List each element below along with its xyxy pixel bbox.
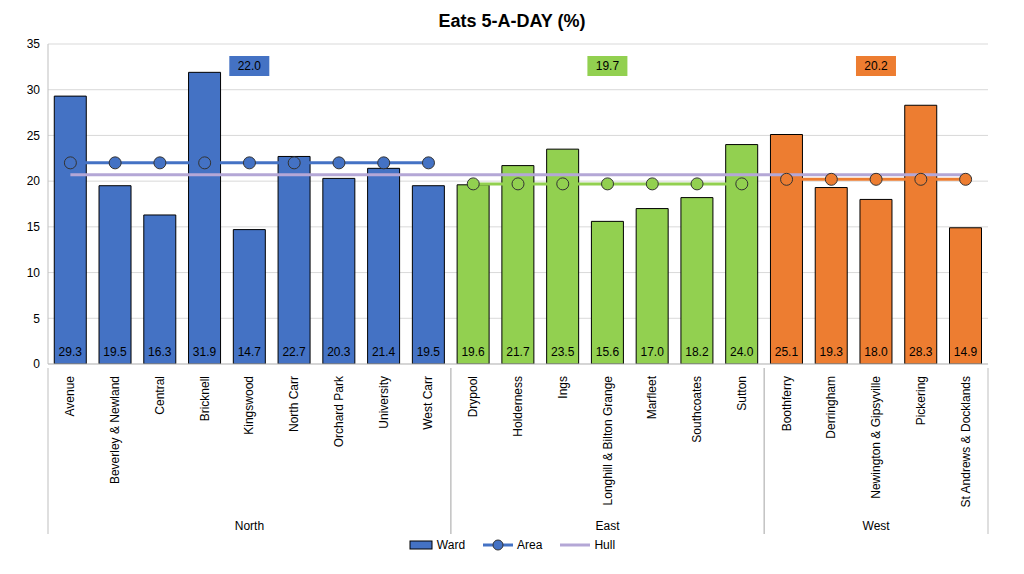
svg-text:30: 30 (27, 83, 41, 97)
svg-text:31.9: 31.9 (193, 345, 217, 359)
svg-text:35: 35 (27, 37, 41, 51)
svg-text:19.6: 19.6 (461, 345, 485, 359)
svg-text:Bricknell: Bricknell (198, 376, 212, 421)
svg-text:University: University (377, 376, 391, 429)
svg-text:25.1: 25.1 (775, 345, 799, 359)
svg-text:Longhill & Bilton Grange: Longhill & Bilton Grange (601, 376, 615, 506)
svg-text:Derringham: Derringham (824, 376, 838, 439)
svg-text:23.5: 23.5 (551, 345, 575, 359)
svg-text:Orchard Park: Orchard Park (332, 375, 346, 447)
svg-text:Sutton: Sutton (735, 376, 749, 411)
svg-text:West Carr: West Carr (421, 376, 435, 430)
svg-text:Beverley & Newland: Beverley & Newland (108, 376, 122, 484)
svg-text:21.4: 21.4 (372, 345, 396, 359)
svg-text:10: 10 (27, 266, 41, 280)
svg-text:West: West (863, 519, 891, 533)
svg-text:Central: Central (153, 376, 167, 415)
svg-text:15: 15 (27, 220, 41, 234)
svg-text:19.3: 19.3 (820, 345, 844, 359)
svg-text:14.9: 14.9 (954, 345, 978, 359)
svg-text:25: 25 (27, 129, 41, 143)
svg-text:Pickering: Pickering (914, 376, 928, 425)
svg-text:22.0: 22.0 (238, 59, 262, 73)
svg-text:Ings: Ings (556, 376, 570, 399)
svg-text:19.5: 19.5 (103, 345, 127, 359)
html-text:Area: Area (517, 538, 543, 552)
html-text:Eats 5-A-DAY (%): Eats 5-A-DAY (%) (438, 11, 586, 31)
svg-text:East: East (596, 519, 621, 533)
svg-text:North: North (235, 519, 264, 533)
svg-text:0: 0 (33, 357, 40, 371)
svg-text:16.3: 16.3 (148, 345, 172, 359)
html-text:Hull: Hull (594, 538, 616, 552)
svg-text:28.3: 28.3 (909, 345, 933, 359)
svg-text:14.7: 14.7 (238, 345, 262, 359)
svg-text:St Andrews & Docklands: St Andrews & Docklands (959, 376, 973, 507)
svg-text:Holderness: Holderness (511, 376, 525, 437)
svg-text:20.3: 20.3 (327, 345, 351, 359)
svg-text:5: 5 (33, 312, 40, 326)
svg-text:Southcoates: Southcoates (690, 376, 704, 443)
svg-text:20.2: 20.2 (864, 59, 888, 73)
svg-text:19.7: 19.7 (596, 59, 620, 73)
svg-text:20: 20 (27, 174, 41, 188)
svg-text:24.0: 24.0 (730, 345, 754, 359)
svg-text:17.0: 17.0 (640, 345, 664, 359)
svg-text:Boothferry: Boothferry (780, 376, 794, 431)
svg-text:18.2: 18.2 (685, 345, 709, 359)
svg-text:18.0: 18.0 (864, 345, 888, 359)
svg-text:Avenue: Avenue (63, 376, 77, 417)
html-text:Ward: Ward (436, 538, 466, 552)
svg-text:Kingswood: Kingswood (242, 376, 256, 435)
svg-text:22.7: 22.7 (282, 345, 306, 359)
svg-text:29.3: 29.3 (59, 345, 83, 359)
svg-text:North Carr: North Carr (287, 376, 301, 432)
svg-text:Newington & Gipsyville: Newington & Gipsyville (869, 376, 883, 499)
svg-text:Drypool: Drypool (466, 376, 480, 417)
svg-text:15.6: 15.6 (596, 345, 620, 359)
svg-text:21.7: 21.7 (506, 345, 530, 359)
svg-text:19.5: 19.5 (417, 345, 441, 359)
svg-text:Marfleet: Marfleet (645, 375, 659, 419)
